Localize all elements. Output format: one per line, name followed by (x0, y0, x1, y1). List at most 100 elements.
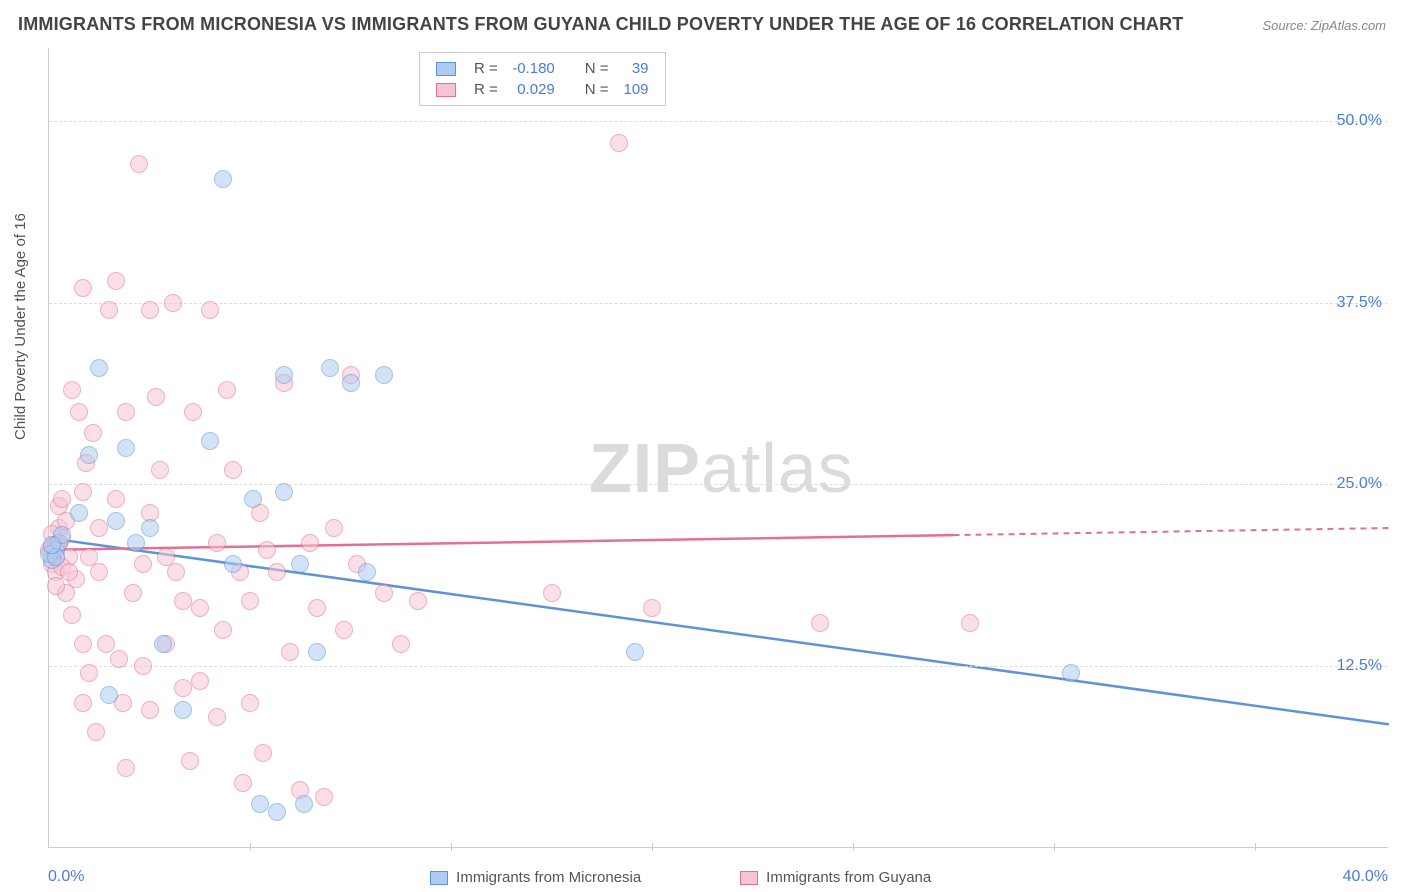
data-point (543, 584, 561, 602)
data-point (321, 359, 339, 377)
data-point (208, 708, 226, 726)
data-point (218, 381, 236, 399)
data-point (281, 643, 299, 661)
data-point (147, 388, 165, 406)
data-point (268, 563, 286, 581)
data-point (154, 635, 172, 653)
correlation-legend: R =-0.180 N =39 R =0.029N =109 (419, 52, 666, 106)
data-point (70, 403, 88, 421)
legend-swatch-2 (740, 871, 758, 885)
data-point (43, 536, 61, 554)
legend-label-1: Immigrants from Micronesia (456, 869, 641, 886)
x-tick (250, 843, 251, 851)
data-point (308, 599, 326, 617)
data-point (295, 795, 313, 813)
y-tick-label: 50.0% (1337, 112, 1382, 130)
x-tick (1054, 843, 1055, 851)
data-point (130, 155, 148, 173)
data-point (90, 359, 108, 377)
data-point (275, 366, 293, 384)
data-point (268, 803, 286, 821)
trend-lines-layer (49, 48, 1388, 847)
data-point (60, 563, 78, 581)
data-point (84, 424, 102, 442)
data-point (315, 788, 333, 806)
data-point (214, 621, 232, 639)
data-point (174, 679, 192, 697)
data-point (335, 621, 353, 639)
data-point (184, 403, 202, 421)
data-point (811, 614, 829, 632)
data-point (90, 519, 108, 537)
n-value: 39 (617, 59, 655, 78)
data-point (127, 534, 145, 552)
n-label: N = (579, 59, 615, 78)
data-point (100, 301, 118, 319)
data-point (74, 483, 92, 501)
data-point (626, 643, 644, 661)
data-point (141, 519, 159, 537)
data-point (392, 635, 410, 653)
data-point (63, 381, 81, 399)
data-point (241, 694, 259, 712)
gridline (49, 303, 1388, 304)
data-point (191, 672, 209, 690)
data-point (53, 490, 71, 508)
x-tick (451, 843, 452, 851)
r-value: -0.180 (506, 59, 561, 78)
data-point (308, 643, 326, 661)
data-point (241, 592, 259, 610)
data-point (224, 555, 242, 573)
y-tick-label: 12.5% (1337, 657, 1382, 675)
data-point (117, 759, 135, 777)
x-tick (1255, 843, 1256, 851)
data-point (107, 490, 125, 508)
data-point (174, 701, 192, 719)
data-point (141, 701, 159, 719)
data-point (107, 512, 125, 530)
r-label: R = (468, 80, 504, 99)
data-point (110, 650, 128, 668)
data-point (610, 134, 628, 152)
data-point (961, 614, 979, 632)
data-point (181, 752, 199, 770)
data-point (191, 599, 209, 617)
data-point (134, 657, 152, 675)
data-point (291, 555, 309, 573)
data-point (74, 635, 92, 653)
data-point (174, 592, 192, 610)
y-tick-label: 25.0% (1337, 475, 1382, 493)
data-point (70, 504, 88, 522)
legend-row: R =0.029N =109 (430, 80, 655, 99)
data-point (117, 439, 135, 457)
legend-series-2: Immigrants from Guyana (740, 869, 931, 886)
trend-line (49, 535, 954, 550)
data-point (375, 366, 393, 384)
data-point (47, 577, 65, 595)
correlation-table: R =-0.180 N =39 R =0.029N =109 (428, 57, 657, 101)
gridline (49, 484, 1388, 485)
data-point (254, 744, 272, 762)
data-point (275, 483, 293, 501)
data-point (643, 599, 661, 617)
data-point (107, 272, 125, 290)
data-point (63, 606, 81, 624)
data-point (244, 490, 262, 508)
x-axis-max-label: 40.0% (1343, 868, 1388, 886)
data-point (124, 584, 142, 602)
legend-series-1: Immigrants from Micronesia (430, 869, 641, 886)
y-axis-label: Child Poverty Under the Age of 16 (12, 213, 29, 440)
chart-title: IMMIGRANTS FROM MICRONESIA VS IMMIGRANTS… (18, 14, 1184, 35)
legend-swatch-1 (430, 871, 448, 885)
data-point (301, 534, 319, 552)
data-point (251, 795, 269, 813)
data-point (134, 555, 152, 573)
data-point (358, 563, 376, 581)
data-point (1062, 664, 1080, 682)
source-label: Source: ZipAtlas.com (1262, 18, 1386, 33)
data-point (151, 461, 169, 479)
data-point (100, 686, 118, 704)
x-tick (652, 843, 653, 851)
data-point (258, 541, 276, 559)
data-point (87, 723, 105, 741)
